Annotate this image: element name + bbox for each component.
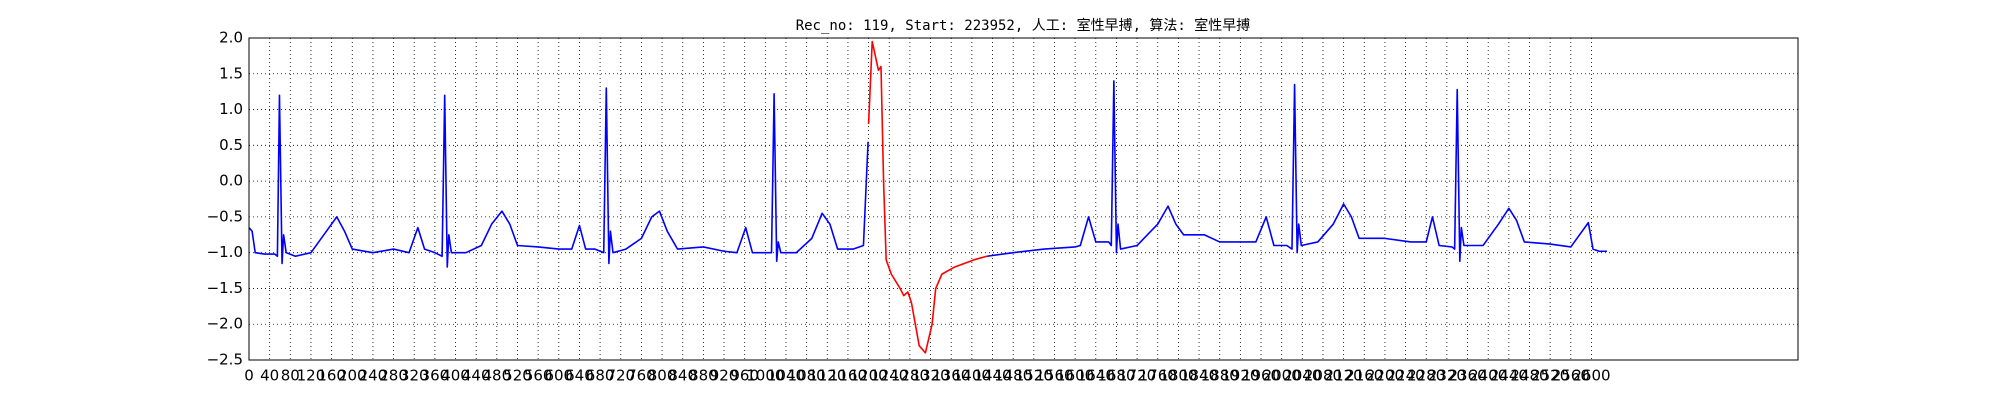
x-tick-label: 2600 (1572, 367, 1610, 385)
y-tick-label: −1.5 (207, 279, 243, 297)
x-tick-label: 1240 (870, 367, 908, 385)
x-tick-label: 2200 (1366, 367, 1404, 385)
x-tick-label: 680 (586, 367, 615, 385)
x-tick-label: 1560 (1035, 367, 1073, 385)
x-tick-label: 480 (483, 367, 512, 385)
x-tick-label: 1680 (1097, 367, 1135, 385)
x-tick-label: 1600 (1056, 367, 1094, 385)
x-tick-label: 1920 (1221, 367, 1259, 385)
series-line (248, 80, 1607, 268)
y-tick-label: −2.5 (207, 351, 243, 369)
x-tick-label: 640 (565, 367, 594, 385)
x-tick-label: 1040 (767, 367, 805, 385)
x-tick-label: 1320 (911, 367, 949, 385)
x-tick-label: 1360 (932, 367, 970, 385)
x-tick-label: 560 (524, 367, 553, 385)
x-tick-label: 720 (606, 367, 635, 385)
x-tick-label: 160 (317, 367, 346, 385)
x-tick-label: 1640 (1077, 367, 1115, 385)
x-tick-label: 1160 (829, 367, 867, 385)
x-tick-label: 760 (627, 367, 656, 385)
x-tick-label: 1400 (953, 367, 991, 385)
x-tick-label: 2560 (1552, 367, 1590, 385)
x-tick-label: 1840 (1180, 367, 1218, 385)
y-tick-label: −2.0 (207, 315, 243, 333)
x-tick-label: 2280 (1407, 367, 1445, 385)
x-tick-label: 1480 (994, 367, 1032, 385)
x-tick-label: 920 (710, 367, 739, 385)
x-tick-label: 600 (544, 367, 573, 385)
x-tick-label: 2480 (1510, 367, 1548, 385)
x-tick-label: 2240 (1386, 367, 1424, 385)
x-tick-label: 280 (379, 367, 408, 385)
x-tick-label: 360 (421, 367, 450, 385)
x-tick-label: 880 (689, 367, 718, 385)
x-tick-label: 1080 (788, 367, 826, 385)
x-tick-label: 2000 (1263, 367, 1301, 385)
plot-background (249, 38, 1798, 360)
x-tick-label: 1440 (973, 367, 1011, 385)
x-tick-label: 1720 (1118, 367, 1156, 385)
y-tick-label: 1.5 (219, 64, 243, 82)
x-tick-label: 840 (668, 367, 697, 385)
series-line (867, 40, 988, 354)
plot-frame (248, 37, 1799, 361)
x-tick-label: 1880 (1201, 367, 1239, 385)
y-tick-label: −1.0 (207, 243, 243, 261)
y-tick-label: 1.0 (219, 100, 243, 118)
x-tick-label: 2440 (1490, 367, 1528, 385)
x-tick-label: 320 (400, 367, 429, 385)
x-tick-label: 2320 (1428, 367, 1466, 385)
x-tick-label: 240 (359, 367, 388, 385)
x-tick-label: 2040 (1283, 367, 1321, 385)
x-tick-label: 1280 (891, 367, 929, 385)
x-tick-label: 2400 (1469, 367, 1507, 385)
x-tick-label: 2120 (1325, 367, 1363, 385)
y-tick-label: −0.5 (207, 207, 243, 225)
y-tick-label: 0.0 (219, 172, 243, 190)
x-tick-label: 200 (338, 367, 367, 385)
x-tick-label: 1800 (1159, 367, 1197, 385)
x-tick-label: 2080 (1304, 367, 1342, 385)
chart-title: Rec_no: 119, Start: 223952, 人工: 室性早搏, 算法… (796, 17, 1251, 34)
x-tick-label: 2520 (1531, 367, 1569, 385)
x-tick-label: 1000 (746, 367, 784, 385)
x-tick-label: 800 (648, 367, 677, 385)
x-tick-label: 0 (244, 367, 254, 385)
x-tick-label: 1120 (808, 367, 846, 385)
x-tick-label: 1200 (850, 367, 888, 385)
x-tick-label: 2160 (1345, 367, 1383, 385)
x-tick-label: 1760 (1139, 367, 1177, 385)
x-tick-label: 960 (730, 367, 759, 385)
x-tick-label: 120 (297, 367, 326, 385)
x-tick-label: 40 (260, 367, 279, 385)
x-tick-label: 440 (462, 367, 491, 385)
y-tick-label: 2.0 (219, 29, 243, 47)
x-tick-label: 1960 (1242, 367, 1280, 385)
x-tick-label: 520 (503, 367, 532, 385)
y-tick-label: 0.5 (219, 136, 243, 154)
x-tick-label: 400 (441, 367, 470, 385)
x-tick-label: 2360 (1448, 367, 1486, 385)
x-tick-label: 80 (281, 367, 300, 385)
x-tick-label: 1520 (1015, 367, 1053, 385)
